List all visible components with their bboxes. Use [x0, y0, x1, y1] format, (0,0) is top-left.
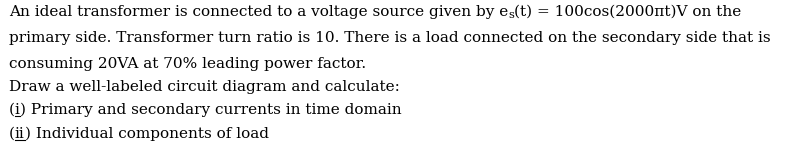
Text: s: s [508, 10, 514, 20]
Text: (t) = 100cos(2000πt)V on the: (t) = 100cos(2000πt)V on the [514, 5, 741, 19]
Text: An ideal transformer is connected to a voltage source given by e: An ideal transformer is connected to a v… [9, 5, 508, 19]
Text: primary side. Transformer turn ratio is 10. There is a load connected on the sec: primary side. Transformer turn ratio is … [9, 31, 771, 45]
Text: (: ( [9, 103, 14, 117]
Text: (: ( [9, 127, 14, 141]
Text: ii: ii [14, 127, 25, 141]
Text: consuming 20VA at 70% leading power factor.: consuming 20VA at 70% leading power fact… [9, 57, 366, 71]
Text: i: i [14, 103, 20, 117]
Text: ) Primary and secondary currents in time domain: ) Primary and secondary currents in time… [20, 103, 401, 117]
Text: Draw a well-labeled circuit diagram and calculate:: Draw a well-labeled circuit diagram and … [9, 80, 400, 94]
Text: ) Individual components of load: ) Individual components of load [25, 127, 268, 141]
